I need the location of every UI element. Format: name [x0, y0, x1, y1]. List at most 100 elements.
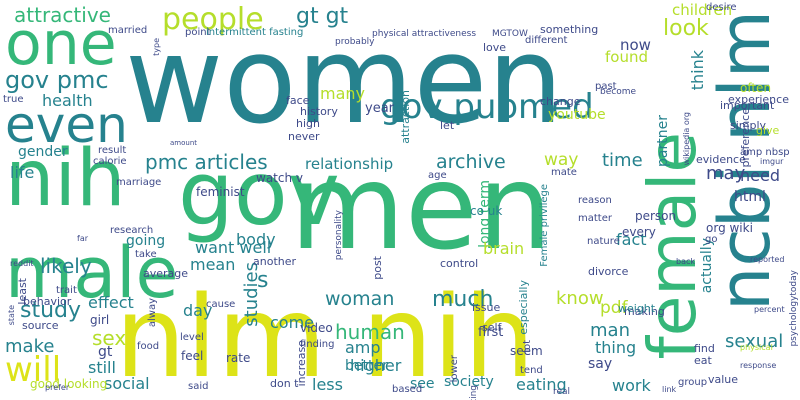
word: higher [350, 356, 402, 375]
word: go [705, 234, 718, 245]
word: self [482, 321, 502, 334]
word: thing [595, 338, 637, 357]
word: society [444, 374, 494, 390]
word: value [708, 373, 739, 386]
word: still [88, 358, 116, 377]
word: desire [706, 2, 737, 13]
word: find [694, 342, 715, 355]
word: past [595, 81, 617, 92]
word: going [126, 233, 166, 249]
word: back [676, 257, 696, 266]
word: cause [206, 299, 236, 310]
word: nature [587, 236, 620, 247]
word: history [300, 105, 338, 118]
word: lower [449, 355, 460, 383]
word: face [286, 94, 310, 107]
word: female [634, 132, 711, 360]
word: divorce [588, 265, 629, 278]
word: issue [472, 301, 501, 314]
word: something [540, 23, 599, 36]
word: state [7, 305, 16, 326]
word: men [290, 138, 553, 276]
word: actually [699, 238, 715, 294]
word: person [635, 209, 677, 223]
word: found [605, 48, 648, 66]
word: children [672, 1, 733, 19]
word: don t [270, 377, 299, 390]
word: evidence [696, 153, 746, 166]
word: day [183, 301, 213, 320]
word: better [345, 358, 388, 374]
word: percent [754, 305, 785, 314]
word: become [600, 87, 637, 97]
word: man [590, 320, 630, 341]
word: even [5, 96, 128, 154]
word: post [371, 256, 384, 280]
word: partner [655, 115, 671, 167]
word: feel [181, 349, 204, 363]
word: seem [510, 344, 543, 358]
word: much [432, 287, 494, 312]
word: average [143, 267, 189, 280]
word: gender [18, 144, 68, 160]
word: source [22, 319, 59, 332]
word: attractive [14, 3, 111, 27]
word: take [135, 249, 157, 260]
word: weight [618, 302, 656, 315]
word: least [16, 278, 29, 305]
word: alway [147, 298, 158, 328]
word: may [706, 163, 746, 184]
word: people [162, 2, 264, 37]
word: reason [578, 195, 612, 206]
word: behavior [23, 295, 72, 308]
word: watch v [256, 171, 303, 185]
word: change [540, 95, 581, 108]
word: intermittent fasting [206, 27, 304, 38]
word: especially [517, 280, 530, 335]
word: good looking [30, 377, 108, 391]
word: MGTOW [492, 29, 528, 39]
word: food [137, 341, 160, 352]
word: nih [5, 134, 126, 224]
word: making [624, 305, 665, 318]
word: wikipedia org [682, 112, 691, 166]
word: tend [520, 365, 543, 376]
word: experience [728, 93, 789, 106]
word: brain [483, 239, 525, 258]
word: physical attractiveness [372, 29, 477, 39]
word: research [110, 225, 154, 236]
word: calorie [93, 156, 127, 167]
word: marriage [116, 177, 162, 188]
word: nlm nih [115, 273, 535, 400]
word: study [20, 298, 82, 323]
word: html [734, 189, 766, 205]
word: personality [334, 210, 344, 261]
word: want well [195, 238, 272, 257]
word: likely [40, 254, 92, 278]
word: org wiki [706, 221, 753, 235]
word: think [688, 50, 707, 91]
word: group [678, 377, 708, 388]
word: archive [436, 151, 506, 173]
word: physical [740, 343, 773, 352]
word: social [104, 374, 150, 393]
word: sex [92, 326, 127, 350]
word: pdf [600, 298, 628, 318]
word: health [42, 91, 93, 110]
word: life [10, 163, 35, 182]
word: sexual [725, 331, 784, 352]
word: year [365, 101, 395, 116]
word: gt gt [296, 4, 349, 29]
word: finding [300, 339, 335, 350]
word: amp [345, 338, 381, 357]
word: less [312, 375, 343, 394]
word: based [392, 384, 423, 395]
word: video [300, 321, 333, 335]
word: women [125, 12, 564, 151]
word: attraction [399, 90, 412, 144]
word: important [720, 99, 775, 112]
word: now [620, 36, 651, 54]
word: give [756, 124, 780, 137]
word: youtube [548, 107, 606, 123]
